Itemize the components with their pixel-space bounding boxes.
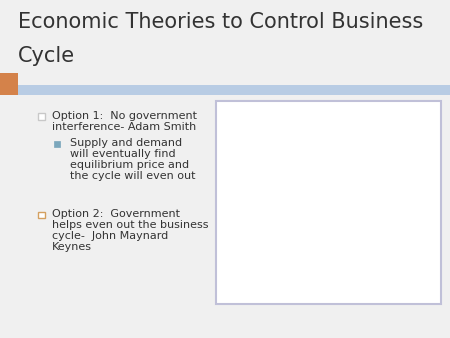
Text: interference- Adam Smith: interference- Adam Smith xyxy=(52,122,196,132)
Text: helps even out the business: helps even out the business xyxy=(52,220,208,230)
Text: the cycle will even out: the cycle will even out xyxy=(70,171,195,181)
X-axis label: Quantity: Quantity xyxy=(295,291,353,304)
Text: will eventually find: will eventually find xyxy=(70,149,176,159)
Y-axis label: Price: Price xyxy=(216,184,229,218)
Text: Supply: Supply xyxy=(371,137,409,147)
Text: Demand: Demand xyxy=(361,238,409,248)
Text: Keynes: Keynes xyxy=(52,242,92,252)
Text: Option 2:  Government: Option 2: Government xyxy=(52,209,180,219)
Text: Cycle: Cycle xyxy=(18,46,75,66)
Text: Option 1:  No government: Option 1: No government xyxy=(52,111,197,121)
Text: Economic Theories to Control Business: Economic Theories to Control Business xyxy=(18,12,423,32)
Text: Supply and demand: Supply and demand xyxy=(70,138,182,148)
Text: equilibrium price and: equilibrium price and xyxy=(70,160,189,170)
Text: cycle-  John Maynard: cycle- John Maynard xyxy=(52,231,168,241)
